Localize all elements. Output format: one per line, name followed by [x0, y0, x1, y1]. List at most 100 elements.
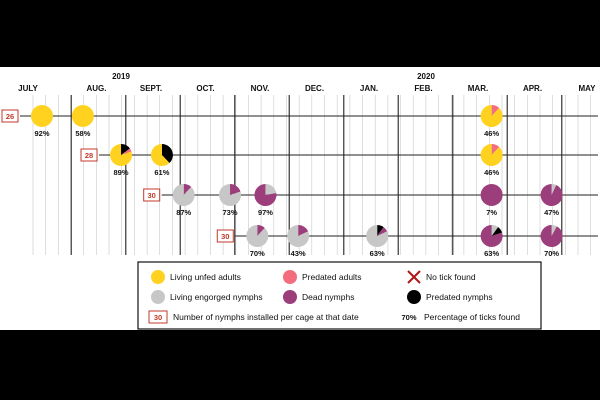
legend-box — [137, 261, 542, 330]
legend-label-predated-adults: Predated adults — [302, 272, 362, 282]
pie-slice-living-unfed-adults — [110, 144, 133, 166]
legend-swatch-living-engorged-nymphs — [151, 290, 165, 304]
pie-slice-living-engorged-nymphs — [551, 225, 557, 236]
month-labels: JULY AUG. SEPT. OCT. NOV. DEC. JAN. FEB. MAR. APR… — [18, 84, 596, 93]
count-box — [80, 148, 98, 162]
percent-label: 97% — [258, 208, 273, 217]
pie-slice-living-engorged-nymphs — [287, 225, 310, 247]
legend-swatch-dead-nymphs — [283, 290, 297, 304]
legend-label-pct: Percentage of ticks found — [424, 312, 520, 322]
pie-slice-predated-adults — [491, 105, 500, 116]
count-label: 26 — [6, 112, 14, 121]
pie-point: 43% — [287, 225, 310, 258]
legend: Living unfed adults Predated adults No t… — [137, 261, 542, 330]
percent-label: 46% — [484, 129, 499, 138]
pie-marks: 2692%58%46%12%2889%61%46%3087%73%97%7%47… — [1, 105, 563, 258]
month-label: JAN. — [360, 84, 378, 93]
legend-label-dead-nymphs: Dead nymphs — [302, 292, 354, 302]
legend-swatch-predated-nymphs — [407, 290, 421, 304]
pie-point: 87% — [172, 184, 195, 217]
month-label: MAR. — [468, 84, 488, 93]
month-label: NOV. — [251, 84, 270, 93]
percent-label: 63% — [484, 249, 499, 258]
week-gridlines — [32, 95, 592, 255]
month-label: SEPT. — [140, 84, 162, 93]
pie-slice-predated-nymphs — [491, 227, 503, 236]
percent-label: 58% — [75, 129, 90, 138]
year-label-2019: 2019 — [112, 72, 130, 81]
pie-slice-living-unfed-adults — [71, 105, 94, 127]
count-label: 30 — [221, 232, 229, 241]
pie-slice-living-engorged-nymphs — [172, 184, 195, 207]
percent-label: 89% — [114, 168, 129, 177]
legend-label-predated-nymphs: Predated nymphs — [426, 292, 493, 302]
pie-slice-dead-nymphs — [377, 227, 388, 236]
percent-label: 47% — [544, 208, 559, 217]
month-label: MAY — [578, 84, 596, 93]
pie-slice-living-engorged-nymphs — [551, 184, 557, 195]
pie-point: 92% — [31, 105, 53, 138]
percent-label: 92% — [34, 129, 49, 138]
pie-slice-living-unfed-adults — [31, 105, 53, 127]
pie-slice-living-unfed-adults — [480, 105, 503, 128]
legend-no-tick-icon — [407, 270, 421, 284]
pie-point: 61% — [150, 144, 173, 177]
percent-label: 87% — [176, 208, 191, 217]
percent-label: 70% — [544, 249, 559, 258]
pie-point: 58% — [71, 105, 94, 138]
percent-label: 46% — [484, 168, 499, 177]
month-label: APR. — [523, 84, 542, 93]
percent-label: 43% — [291, 249, 306, 258]
percent-label: 63% — [370, 249, 385, 258]
pie-slice-dead-nymphs — [540, 224, 563, 247]
pie-point: 46% — [480, 144, 503, 177]
pie-point: 89% — [110, 144, 133, 177]
pie-point: 63% — [480, 225, 503, 258]
pie-slice-dead-nymphs — [183, 184, 192, 195]
percent-label: 61% — [154, 168, 169, 177]
pie-slice-dead-nymphs — [540, 184, 563, 206]
legend-label-no-tick-found: No tick found — [426, 272, 476, 282]
pie-slice-dead-nymphs — [257, 224, 265, 236]
pie-point: 7% — [480, 184, 503, 217]
pie-slice-living-engorged-nymphs — [265, 184, 277, 195]
pie-slice-living-engorged-nymphs — [491, 225, 499, 236]
count-label: 30 — [148, 191, 156, 200]
percent-label: 7% — [486, 208, 497, 217]
count-box — [216, 229, 234, 243]
pie-slice-dead-nymphs — [480, 225, 503, 248]
pie-slice-living-engorged-nymphs — [219, 184, 242, 206]
pie-slice-dead-nymphs — [480, 184, 503, 206]
month-label: FEB. — [414, 84, 432, 93]
month-label: AUG. — [87, 84, 107, 93]
percent-label: 70% — [250, 249, 265, 258]
month-label: DEC. — [305, 84, 324, 93]
pie-point: 70% — [246, 224, 269, 258]
legend-label-count: Number of nymphs installed per cage at t… — [173, 312, 359, 322]
legend-swatch-predated-adults — [283, 270, 297, 284]
pie-slice-predated-adults — [121, 148, 132, 155]
month-label: OCT. — [196, 84, 214, 93]
pie-point: 46% — [480, 105, 503, 138]
count-box — [1, 109, 19, 123]
pie-slice-dead-nymphs — [298, 225, 309, 236]
count-box — [143, 188, 161, 202]
legend-count-box — [148, 310, 168, 324]
year-label-2020: 2020 — [417, 72, 435, 81]
pie-slice-living-engorged-nymphs — [246, 225, 269, 247]
legend-label-living-unfed-adults: Living unfed adults — [170, 272, 241, 282]
pie-slice-predated-adults — [491, 144, 500, 155]
pie-point: 73% — [219, 184, 242, 217]
pie-point: 63% — [366, 225, 389, 258]
pie-slice-predated-nymphs — [161, 144, 173, 164]
pie-slice-dead-nymphs — [254, 184, 277, 206]
legend-label-living-engorged-nymphs: Living engorged nymphs — [170, 292, 263, 302]
pie-slice-living-unfed-adults — [150, 144, 170, 166]
month-label: JULY — [18, 84, 38, 93]
legend-swatch-living-unfed-adults — [151, 270, 165, 284]
legend-pct-example: 70% — [401, 313, 416, 322]
pie-slice-living-engorged-nymphs — [366, 225, 389, 248]
pie-slice-predated-nymphs — [121, 144, 130, 155]
